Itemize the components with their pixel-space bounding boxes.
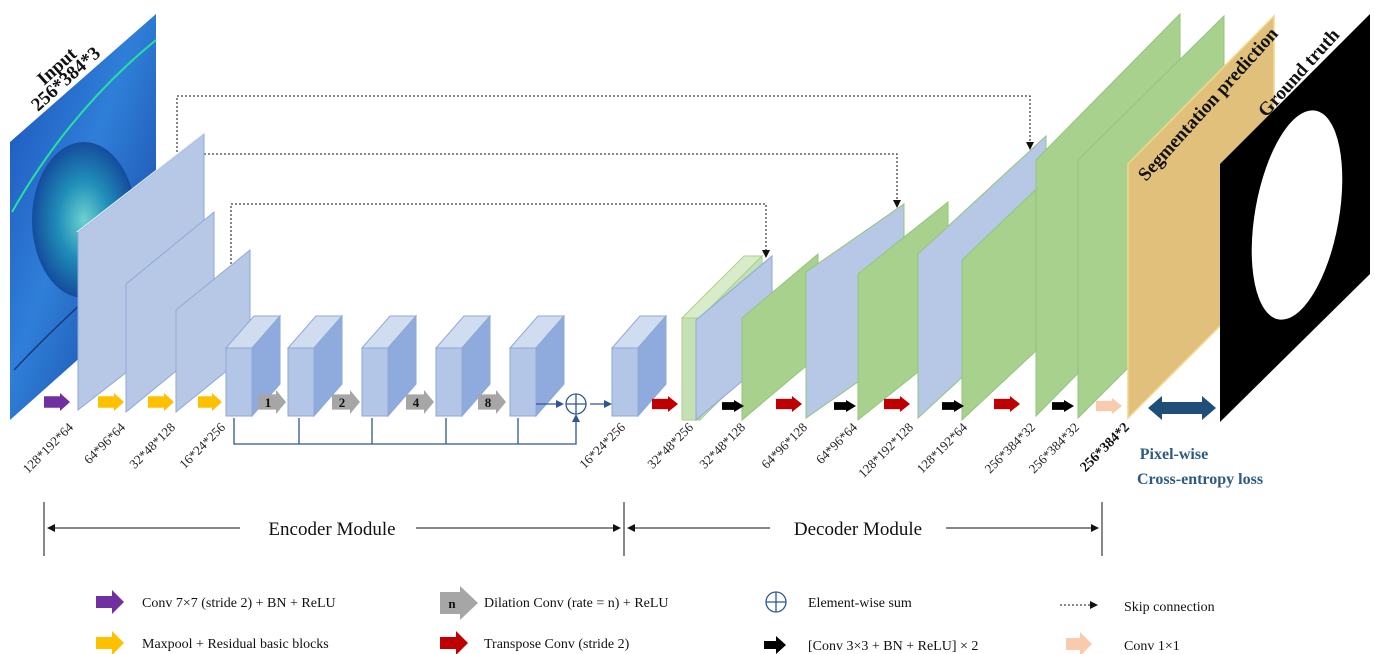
- legend-maxpool: Maxpool + Residual basic blocks: [96, 631, 329, 654]
- svg-text:Maxpool + Residual basic block: Maxpool + Residual basic blocks: [142, 637, 329, 652]
- loss-double-arrow: [1148, 396, 1216, 420]
- dilation-block-2: [360, 314, 418, 418]
- transpose-arrow-icon-1: [652, 396, 678, 412]
- decoder-module-label: Decoder Module: [794, 519, 922, 540]
- legend-sum-icon: [765, 591, 787, 613]
- dilation-arrow-icon-4: [478, 390, 506, 414]
- legend-red-arrow-icon: [440, 631, 468, 654]
- dilation-block-4: [508, 314, 566, 418]
- encoder-dim-label-4: 16*24*256: [176, 419, 228, 471]
- legend-peach-arrow-icon: [1066, 632, 1092, 654]
- skip-connection-3: [230, 203, 770, 268]
- legend-skip: Skip connection: [1060, 600, 1215, 615]
- svg-text:Skip connection: Skip connection: [1124, 600, 1215, 615]
- module-span: [43, 502, 1103, 556]
- svg-text:[Conv 3×3 + BN + ReLU] × 2: [Conv 3×3 + BN + ReLU] × 2: [808, 639, 978, 654]
- legend-conv7: Conv 7×7 (stride 2) + BN + ReLU: [96, 590, 336, 614]
- svg-text:Transpose Conv (stride 2): Transpose Conv (stride 2): [484, 637, 630, 652]
- legend-black-arrow-icon: [764, 636, 786, 654]
- maxpool-arrow-icon-3: [198, 393, 222, 411]
- decoder-dim-label-4: 64*96*64: [813, 419, 861, 467]
- legend-sum: Element-wise sum: [765, 591, 912, 613]
- dilation-rate-3: 4: [413, 395, 420, 410]
- conv3-arrow-icon-3: [942, 400, 964, 412]
- encoder-block-4: [224, 314, 282, 418]
- decoder-dim-label-5: 128*192*128: [855, 420, 916, 481]
- legend-purple-arrow-icon: [96, 590, 124, 614]
- encoder-dim-label-2: 64*96*64: [81, 419, 129, 467]
- conv3-arrow-icon-1: [722, 400, 744, 412]
- svg-text:Conv 7×7 (stride 2) + BN + ReL: Conv 7×7 (stride 2) + BN + ReLU: [142, 596, 336, 611]
- encoder-module-label: Encoder Module: [268, 519, 395, 540]
- transpose-arrow-icon-4: [994, 396, 1020, 412]
- loss-label-line1: Pixel-wise: [1140, 446, 1208, 463]
- conv3-arrow-icon-2: [834, 400, 856, 412]
- dilation-rate-4: 8: [485, 395, 492, 410]
- legend-gray-arrow-icon: [440, 586, 478, 620]
- decoder-dim-label-3: 64*96*128: [758, 420, 810, 472]
- svg-text:Conv 1×1: Conv 1×1: [1124, 639, 1180, 654]
- encoder-dim-label-3: 32*48*128: [126, 420, 178, 472]
- bottleneck-block: [610, 314, 668, 418]
- maxpool-arrow-icon-2: [148, 393, 174, 411]
- dilation-arrow-icon-1: [258, 390, 286, 414]
- bottleneck-dim-label: 16*24*256: [576, 419, 628, 471]
- skip-connection-2: [203, 153, 901, 210]
- dilation-block-1: [286, 314, 344, 418]
- decoder-dim-label-1: 32*48*256: [644, 419, 696, 471]
- dilation-arrow-icon-2: [332, 390, 360, 414]
- svg-text:Element-wise sum: Element-wise sum: [808, 596, 912, 611]
- transpose-arrow-icon-3: [884, 396, 910, 412]
- legend: Conv 7×7 (stride 2) + BN + ReLU Maxpool …: [96, 586, 1215, 654]
- maxpool-arrow-icon-1: [98, 393, 124, 411]
- svg-text:n: n: [448, 596, 456, 611]
- loss-label-line2: Cross-entropy loss: [1137, 471, 1263, 488]
- svg-text:Dilation Conv (rate = n) + ReL: Dilation Conv (rate = n) + ReLU: [484, 596, 669, 611]
- element-wise-sum-node: [565, 393, 587, 415]
- dilation-block-3: [434, 314, 492, 418]
- conv3-arrow-icon-4: [1052, 400, 1074, 412]
- transpose-arrow-icon-2: [776, 396, 802, 412]
- ground-truth-image: [1220, 14, 1370, 422]
- legend-transpose: Transpose Conv (stride 2): [440, 631, 630, 654]
- conv7-arrow-icon: [44, 393, 70, 411]
- legend-conv3: [Conv 3×3 + BN + ReLU] × 2: [764, 636, 978, 654]
- legend-dilation: n Dilation Conv (rate = n) + ReLU: [440, 586, 669, 620]
- dilation-rate-2: 2: [339, 395, 346, 410]
- legend-conv1: Conv 1×1: [1066, 632, 1180, 654]
- encoder-dim-label-1: 128*192*64: [20, 419, 77, 476]
- residual-connections: [233, 400, 612, 445]
- legend-orange-arrow-icon: [96, 631, 124, 654]
- decoder-dim-label-6: 128*192*64: [914, 419, 971, 476]
- output-dim-label: 256*384*2: [1078, 420, 1133, 475]
- decoder-dim-label-2: 32*48*128: [696, 420, 748, 472]
- dilation-arrow-icon-3: [406, 390, 434, 414]
- skip-connection-1: [176, 95, 1034, 160]
- dilation-rate-1: 1: [265, 395, 272, 410]
- conv1-arrow-icon: [1096, 398, 1122, 414]
